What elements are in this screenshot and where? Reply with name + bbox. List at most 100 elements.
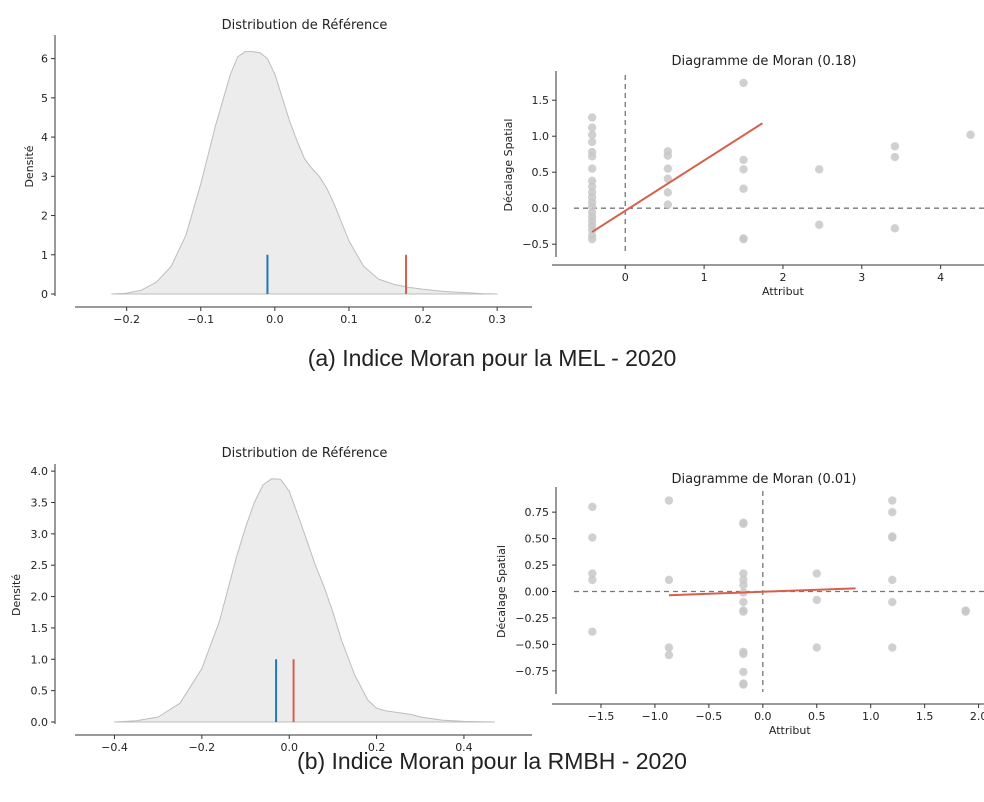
y-tick-label: 0	[41, 288, 48, 301]
y-tick-label: 6	[41, 53, 48, 66]
x-tick-label: 1.5	[916, 710, 934, 723]
scatter-point	[663, 164, 673, 173]
scatter-point	[587, 137, 597, 147]
y-tick-label: 3	[41, 170, 48, 183]
scatter-point	[890, 224, 900, 233]
x-tick-label: 0.1	[340, 313, 358, 326]
scatter-point	[588, 627, 597, 636]
scatter-point	[664, 650, 674, 660]
regression-line	[668, 587, 856, 597]
caption-rmbh: (b) Indice Moran pour la RMBH - 2020	[297, 748, 687, 774]
scatter-point	[888, 597, 897, 607]
scatter-point	[812, 643, 821, 652]
x-axis-label: Attribut	[762, 285, 804, 298]
scatter-point	[739, 155, 748, 165]
y-tick-label: −0.25	[515, 612, 549, 625]
x-tick-label: 1.0	[862, 710, 880, 723]
x-tick-label: 1	[701, 271, 708, 284]
scatter-point	[587, 182, 597, 191]
scatter-point	[739, 597, 748, 607]
x-tick-label: 0.0	[266, 313, 284, 326]
y-tick-label: 0.0	[31, 716, 49, 729]
moran-scatter-mel: Diagramme de Moran (0.18) 0 1 2 3 4 −0.5 0.0 0.5…	[502, 54, 984, 298]
scatter-point	[588, 502, 597, 512]
density-chart-mel: Distribution de Référence −0.2 −0.1 0.0 0.1 0…	[23, 18, 532, 326]
x-tick-label: 0	[622, 271, 629, 284]
scatter-point	[890, 152, 900, 162]
scatter-point	[587, 113, 597, 122]
y-tick-label: 0.0	[532, 202, 550, 215]
y-tick-label: 1.5	[532, 94, 550, 107]
y-axis-label: Décalage Spatial	[495, 545, 508, 638]
scatter-point	[739, 569, 748, 578]
scatter-point	[888, 575, 897, 585]
y-tick-label: 4.0	[31, 465, 49, 478]
scatter-point	[587, 176, 597, 186]
scatter-point	[888, 496, 897, 505]
y-tick-label: 2	[41, 210, 48, 223]
scatter-point	[739, 580, 748, 590]
scatter-point	[588, 533, 597, 542]
x-tick-label: −0.2	[113, 313, 140, 326]
scatter-point	[587, 164, 597, 173]
y-tick-label: −0.75	[515, 665, 549, 678]
density-area	[113, 478, 496, 723]
x-tick-label: 0.5	[808, 710, 826, 723]
scatter-point	[664, 575, 674, 585]
scatter-point	[739, 680, 748, 689]
y-tick-label: 1	[41, 249, 48, 262]
density-area	[111, 51, 498, 295]
y-tick-label: 0.5	[31, 685, 49, 698]
scatter-point	[663, 200, 673, 209]
x-tick-label: 0.2	[368, 741, 386, 754]
x-tick-label: 2.0	[970, 710, 984, 723]
scatter-point	[663, 174, 673, 183]
scatter-point	[815, 220, 824, 229]
scatter-point	[812, 569, 821, 578]
scatter-point	[588, 569, 597, 578]
scatter-point	[739, 234, 748, 244]
x-tick-label: 0.0	[280, 741, 298, 754]
scatter-point	[587, 130, 597, 139]
y-tick-label: 3.0	[31, 528, 49, 541]
scatter-point	[739, 649, 748, 659]
x-tick-label: −1.5	[588, 710, 615, 723]
y-tick-label: 0.50	[525, 533, 550, 546]
x-tick-label: −0.1	[187, 313, 214, 326]
y-tick-label: 1.0	[31, 653, 49, 666]
scatter-point	[888, 643, 897, 652]
scatter-point	[663, 188, 673, 197]
y-axis-label: Décalage Spatial	[502, 119, 515, 212]
x-tick-label: 0.4	[455, 741, 473, 754]
x-tick-label: 2	[779, 271, 786, 284]
x-tick-label: 3	[858, 271, 865, 284]
y-tick-label: 0.5	[532, 166, 550, 179]
x-tick-label: −0.2	[188, 741, 215, 754]
scatter-point	[587, 225, 597, 234]
y-tick-label: 2.5	[31, 559, 49, 572]
density-chart-rmbh: Distribution de Référence −0.4 −0.2 0.0 0.2 0…	[10, 446, 532, 754]
scatter-point	[663, 151, 673, 160]
caption-mel: (a) Indice Moran pour la MEL - 2020	[307, 345, 677, 371]
chart-title: Diagramme de Moran (0.18)	[672, 54, 857, 69]
chart-title: Distribution de Référence	[222, 446, 388, 461]
x-axis-label: Attribut	[769, 724, 811, 737]
scatter-point	[888, 507, 897, 517]
scatter-point	[587, 234, 597, 244]
y-tick-label: −0.5	[522, 238, 549, 251]
y-tick-label: 1.5	[31, 622, 49, 635]
scatter-point	[587, 123, 597, 132]
y-tick-label: 0.00	[525, 586, 550, 599]
chart-title: Distribution de Référence	[222, 18, 388, 33]
y-tick-label: −0.50	[515, 638, 549, 651]
y-tick-label: 0.25	[525, 559, 550, 572]
y-axis-label: Densité	[23, 145, 36, 187]
y-tick-label: 2.0	[31, 591, 49, 604]
y-tick-label: 1.0	[532, 130, 550, 143]
x-tick-label: −1.0	[642, 710, 669, 723]
x-tick-label: 0.3	[488, 313, 506, 326]
y-tick-label: 3.5	[31, 496, 49, 509]
scatter-point	[739, 78, 748, 88]
scatter-point	[966, 130, 975, 139]
